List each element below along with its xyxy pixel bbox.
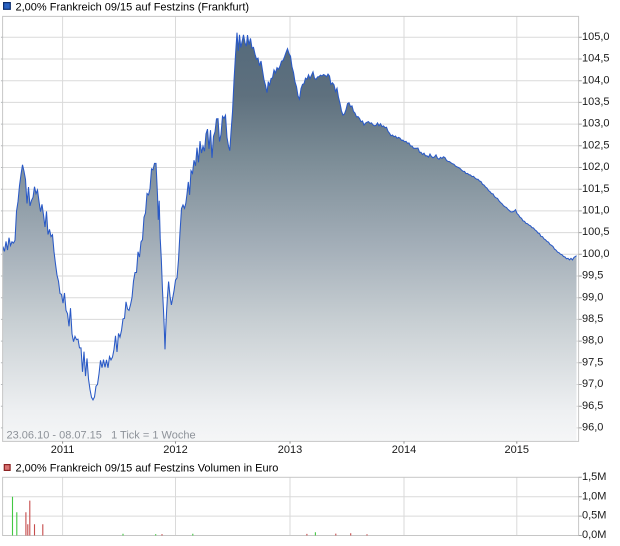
svg-text:2,00% Frankreich 09/15 auf Fes: 2,00% Frankreich 09/15 auf Festzins (Fra… xyxy=(16,1,250,13)
svg-text:103,5: 103,5 xyxy=(582,96,610,108)
svg-text:96,5: 96,5 xyxy=(582,400,603,412)
svg-text:99,0: 99,0 xyxy=(582,291,603,303)
svg-text:1,5M: 1,5M xyxy=(582,471,606,483)
svg-text:104,0: 104,0 xyxy=(582,74,610,86)
svg-text:23.06.10 - 08.07.15 1 Tick =: 23.06.10 - 08.07.15 1 Tick = 1 Woche xyxy=(7,430,196,442)
svg-text:98,0: 98,0 xyxy=(582,335,603,347)
svg-text:101,5: 101,5 xyxy=(582,183,610,195)
svg-text:2,00% Frankreich 09/15 auf Fes: 2,00% Frankreich 09/15 auf Festzins Volu… xyxy=(16,463,279,475)
svg-text:105,0: 105,0 xyxy=(582,31,610,43)
svg-text:2014: 2014 xyxy=(392,444,416,456)
svg-text:96,0: 96,0 xyxy=(582,422,603,434)
svg-text:2012: 2012 xyxy=(163,444,187,456)
svg-text:2015: 2015 xyxy=(505,444,529,456)
svg-text:100,0: 100,0 xyxy=(582,248,610,260)
svg-text:2011: 2011 xyxy=(51,444,75,456)
svg-text:2013: 2013 xyxy=(278,444,302,456)
svg-text:97,5: 97,5 xyxy=(582,356,603,368)
svg-text:0,0M: 0,0M xyxy=(582,529,606,541)
svg-text:101,0: 101,0 xyxy=(582,205,610,217)
svg-text:1,0M: 1,0M xyxy=(582,490,606,502)
svg-text:99,5: 99,5 xyxy=(582,270,603,282)
svg-text:0,5M: 0,5M xyxy=(582,510,606,522)
svg-text:103,0: 103,0 xyxy=(582,118,610,130)
svg-text:102,0: 102,0 xyxy=(582,161,610,173)
svg-text:102,5: 102,5 xyxy=(582,139,610,151)
svg-text:100,5: 100,5 xyxy=(582,226,610,238)
svg-text:104,5: 104,5 xyxy=(582,53,610,65)
svg-text:97,0: 97,0 xyxy=(582,378,603,390)
svg-text:98,5: 98,5 xyxy=(582,313,603,325)
